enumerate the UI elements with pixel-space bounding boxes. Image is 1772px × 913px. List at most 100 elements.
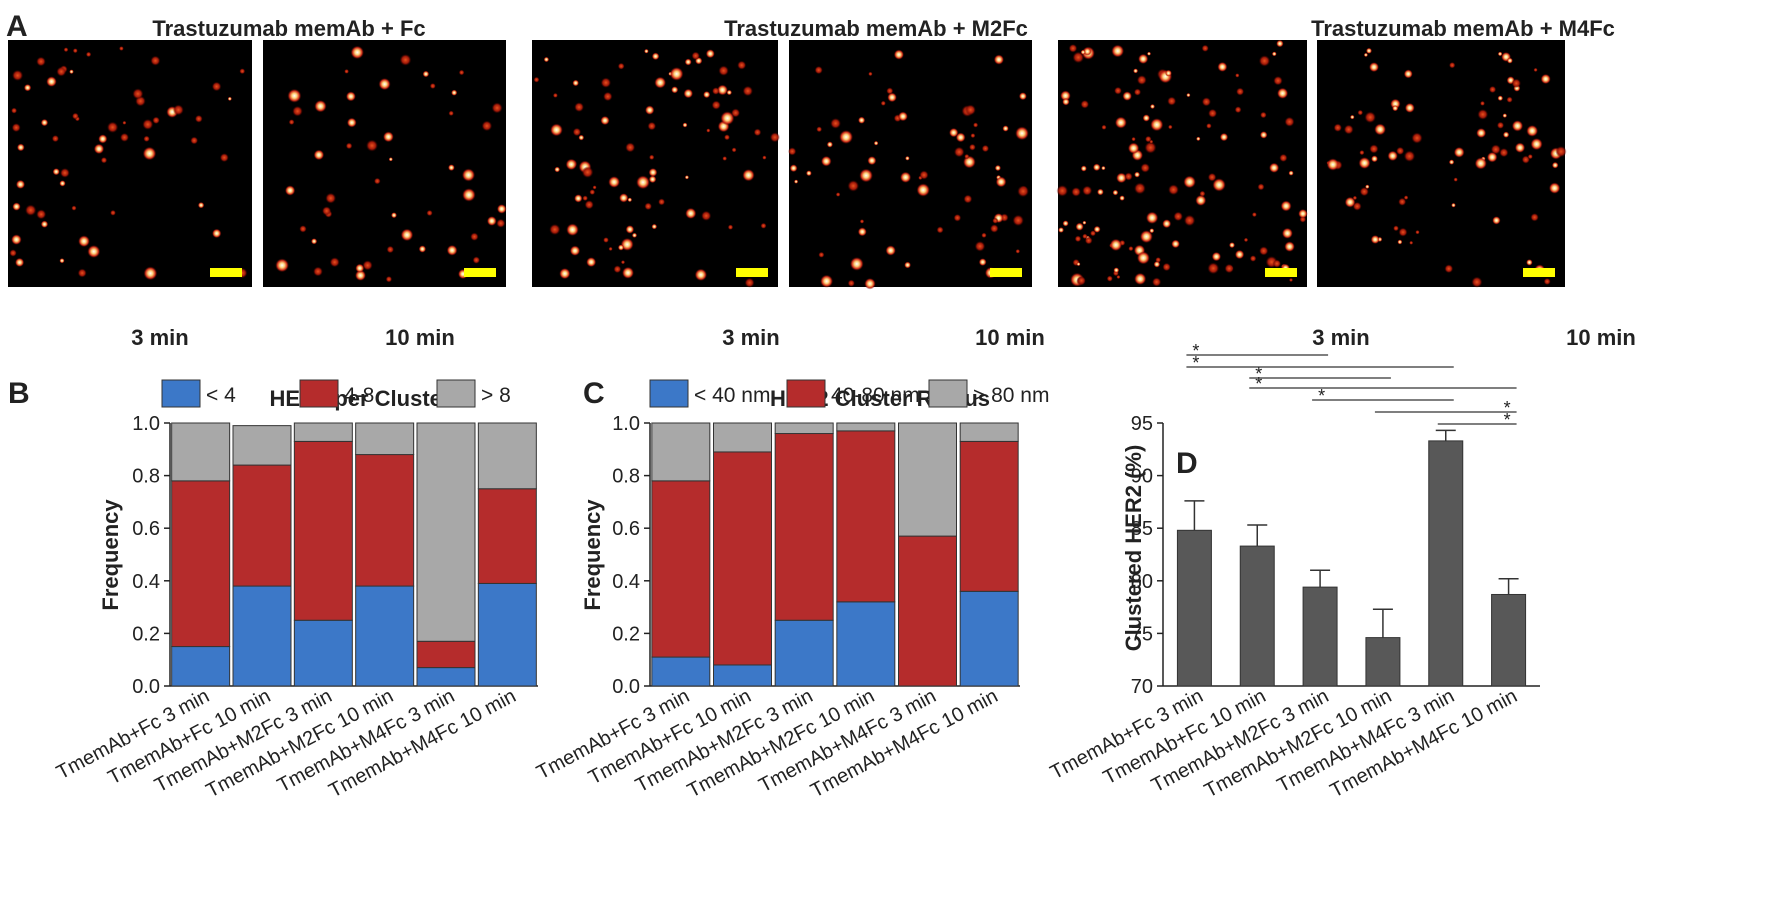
fluorescent-spot xyxy=(1149,228,1155,234)
significance-star: * xyxy=(1255,364,1262,384)
fluorescent-spot xyxy=(788,147,797,156)
fluorescent-spot xyxy=(919,170,929,180)
fluorescent-spot xyxy=(1451,202,1456,208)
fluorescent-spot xyxy=(685,207,697,219)
fluorescent-spot xyxy=(100,157,108,164)
fluorescent-spot xyxy=(990,224,999,233)
fluorescent-spot xyxy=(40,118,49,127)
fluorescent-spot xyxy=(1012,214,1024,227)
fluorescent-spot xyxy=(1165,69,1172,77)
fluorescent-spot xyxy=(1080,100,1090,109)
legend-label: 4-8 xyxy=(344,384,374,407)
fluorescent-spot xyxy=(953,146,965,158)
fluorescent-spot xyxy=(1260,111,1267,119)
y-tick-label: 85 xyxy=(1131,518,1153,540)
fluorescent-spot xyxy=(550,123,563,137)
scale-bar xyxy=(464,268,496,277)
fluorescent-spot xyxy=(1497,51,1503,57)
micrograph-m4fc-10min xyxy=(1317,40,1567,288)
fluorescent-spot xyxy=(143,135,150,142)
fluorescent-spot xyxy=(1371,155,1378,163)
fluorescent-spot xyxy=(1136,75,1147,85)
fluorescent-spot xyxy=(1365,184,1370,189)
fluorescent-spot xyxy=(762,155,767,160)
fluorescent-spot xyxy=(346,117,357,128)
fluorescent-spot xyxy=(636,175,650,190)
fluorescent-spot xyxy=(581,166,594,178)
fluorescent-spot xyxy=(491,102,503,114)
fluorescent-spot xyxy=(887,92,897,103)
fluorescent-spot xyxy=(1186,93,1191,98)
fluorescent-spot xyxy=(1471,276,1483,288)
caption-m2fc-3min: 3 min xyxy=(722,325,779,350)
fluorescent-spot xyxy=(963,194,973,204)
fluorescent-spot xyxy=(15,179,26,189)
fluorescent-spot xyxy=(1369,144,1379,154)
fluorescent-spot xyxy=(631,232,638,238)
caption-m4fc-10min: 10 min xyxy=(1566,325,1636,350)
fluorescent-spot xyxy=(143,266,158,281)
fluorescent-spot xyxy=(569,245,581,256)
fluorescent-spot xyxy=(1526,124,1539,137)
fluorescent-spot xyxy=(1449,61,1456,69)
fluorescent-spot xyxy=(949,127,959,138)
fluorescent-spot xyxy=(1128,246,1134,252)
bar xyxy=(1302,586,1338,687)
bar-segment xyxy=(232,425,292,466)
fluorescent-spot xyxy=(916,183,930,197)
fluorescent-spot xyxy=(533,76,540,83)
fluorescent-spot xyxy=(1506,57,1513,64)
scale-bar xyxy=(1523,268,1555,277)
legend-swatch xyxy=(786,379,826,408)
fluorescent-spot xyxy=(1369,62,1379,73)
bar-segment xyxy=(959,590,1019,687)
fluorescent-spot xyxy=(1476,128,1487,138)
fluorescent-spot xyxy=(1474,157,1487,170)
scale-bar xyxy=(736,268,768,277)
micrograph-m2fc-3min xyxy=(532,40,780,288)
fluorescent-spot xyxy=(1403,195,1409,200)
fluorescent-spot xyxy=(98,134,108,144)
fluorescent-spot xyxy=(648,168,658,177)
fluorescent-spot xyxy=(1364,111,1376,124)
fluorescent-spot xyxy=(654,76,667,89)
fluorescent-spot xyxy=(1134,272,1147,285)
fluorescent-spot xyxy=(1344,196,1356,208)
fluorescent-spot xyxy=(1506,96,1513,103)
fluorescent-spot xyxy=(1082,185,1093,196)
fluorescent-spot xyxy=(1114,86,1122,95)
bar-segment xyxy=(416,667,476,687)
fluorescent-spot xyxy=(1101,165,1106,171)
fluorescent-spot xyxy=(77,268,87,278)
fluorescent-spot xyxy=(1530,213,1539,222)
fluorescent-spot xyxy=(1144,141,1157,154)
fluorescent-spot xyxy=(1358,157,1371,169)
fluorescent-spot xyxy=(1271,51,1277,57)
fluorescent-spot xyxy=(150,55,161,66)
fluorescent-spot xyxy=(1183,214,1196,227)
fluorescent-spot xyxy=(418,245,427,253)
fluorescent-spot xyxy=(1134,171,1141,178)
fluorescent-spot xyxy=(1082,220,1087,225)
fluorescent-spot xyxy=(1150,104,1155,109)
fluorescent-spot xyxy=(23,84,32,92)
fluorescent-spot xyxy=(1136,251,1150,265)
fluorescent-spot xyxy=(142,146,157,161)
fluorescent-spot xyxy=(592,185,597,190)
bar-segment xyxy=(232,585,292,687)
fluorescent-spot xyxy=(1366,47,1372,54)
fluorescent-spot xyxy=(1281,227,1293,239)
bar-segment xyxy=(416,422,476,642)
fluorescent-spot xyxy=(720,111,735,126)
fluorescent-spot xyxy=(608,176,620,188)
bar-segment xyxy=(836,601,896,687)
fluorescent-spot xyxy=(600,115,610,126)
fluorescent-spot xyxy=(691,51,700,60)
fluorescent-spot xyxy=(462,188,476,202)
fluorescent-spot xyxy=(826,141,834,148)
micrograph-background xyxy=(8,40,252,287)
fluorescent-spot xyxy=(617,62,625,70)
fluorescent-spot xyxy=(383,131,394,143)
